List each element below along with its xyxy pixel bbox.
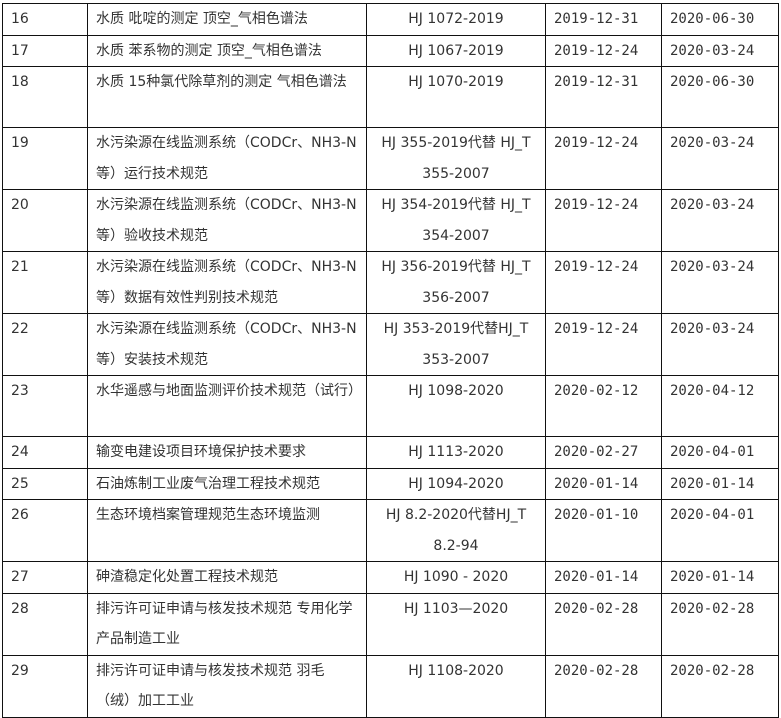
effective-date: 2020-02-28 xyxy=(661,654,779,718)
table-row: 17 水质 苯系物的测定 顶空_气相色谱法 HJ 1067-2019 2019-12-… xyxy=(2,34,779,67)
table-row: 21 水污染源在线监测系统（CODCr、NH3-N 等）数据有效性判别技术规范 HJ… xyxy=(2,251,779,314)
issue-date: 2020-01-10 xyxy=(545,499,662,562)
standard-name: 输变电建设项目环境保护技术要求 xyxy=(87,436,367,469)
standard-code: HJ 1072-2019 xyxy=(366,3,546,36)
standard-name: 水污染源在线监测系统（CODCr、NH3-N 等）运行技术规范 xyxy=(87,127,367,190)
standard-code: HJ 1067-2019 xyxy=(366,34,546,67)
effective-date: 2020-04-01 xyxy=(661,436,779,469)
standard-name: 水污染源在线监测系统（CODCr、NH3-N 等）数据有效性判别技术规范 xyxy=(87,251,367,314)
table-row: 22 水污染源在线监测系统（CODCr、NH3-N 等）安装技术规范 HJ 353-… xyxy=(2,313,779,376)
row-number: 23 xyxy=(2,375,88,437)
standard-code: HJ 1113-2020 xyxy=(366,436,546,469)
row-number: 17 xyxy=(2,34,88,67)
standard-name: 水质 吡啶的测定 顶空_气相色谱法 xyxy=(87,3,367,36)
issue-date: 2019-12-24 xyxy=(545,189,662,252)
table-row: 16 水质 吡啶的测定 顶空_气相色谱法 HJ 1072-2019 2019-12-3… xyxy=(2,3,779,36)
issue-date: 2020-02-27 xyxy=(545,436,662,469)
standard-code: HJ 1070-2019 xyxy=(366,66,546,128)
issue-date: 2020-01-14 xyxy=(545,467,662,500)
issue-date: 2020-02-12 xyxy=(545,375,662,437)
issue-date: 2019-12-24 xyxy=(545,313,662,376)
row-number: 27 xyxy=(2,561,88,594)
table-row: 25 石油炼制工业废气治理工程技术规范 HJ 1094-2020 2020-01-14… xyxy=(2,467,779,500)
standard-code: HJ 1090 - 2020 xyxy=(366,561,546,594)
row-number: 21 xyxy=(2,251,88,314)
effective-date: 2020-03-24 xyxy=(661,127,779,190)
issue-date: 2019-12-24 xyxy=(545,127,662,190)
standard-code: HJ 356-2019代替 HJ_T 356-2007 xyxy=(366,251,546,314)
table-row: 18 水质 15种氯代除草剂的测定 气相色谱法 HJ 1070-2019 2019-1… xyxy=(2,66,779,128)
issue-date: 2019-12-24 xyxy=(545,251,662,314)
standard-name: 水污染源在线监测系统（CODCr、NH3-N 等）安装技术规范 xyxy=(87,313,367,376)
row-number: 22 xyxy=(2,313,88,376)
standard-name: 排污许可证申请与核发技术规范 专用化学产品制造工业 xyxy=(87,592,367,656)
effective-date: 2020-04-01 xyxy=(661,499,779,562)
issue-date: 2020-02-28 xyxy=(545,592,662,656)
issue-date: 2019-12-31 xyxy=(545,66,662,128)
effective-date: 2020-01-14 xyxy=(661,561,779,594)
table-row: 29 排污许可证申请与核发技术规范 羽毛（绒）加工工业 HJ 1108-2020 20… xyxy=(2,654,779,718)
standard-name: 水质 15种氯代除草剂的测定 气相色谱法 xyxy=(87,66,367,128)
effective-date: 2020-06-30 xyxy=(661,3,779,36)
standard-name: 砷渣稳定化处置工程技术规范 xyxy=(87,561,367,594)
standard-code: HJ 1103—2020 xyxy=(366,592,546,656)
standards-table: 16 水质 吡啶的测定 顶空_气相色谱法 HJ 1072-2019 2019-12-3… xyxy=(2,3,779,718)
row-number: 25 xyxy=(2,467,88,500)
issue-date: 2019-12-24 xyxy=(545,34,662,67)
effective-date: 2020-06-30 xyxy=(661,66,779,128)
issue-date: 2020-02-28 xyxy=(545,654,662,718)
standard-code: HJ 353-2019代替HJ_T 353-2007 xyxy=(366,313,546,376)
standard-name: 生态环境档案管理规范生态环境监测 xyxy=(87,499,367,562)
standard-code: HJ 1108-2020 xyxy=(366,654,546,718)
standard-name: 水污染源在线监测系统（CODCr、NH3-N 等）验收技术规范 xyxy=(87,189,367,252)
row-number: 19 xyxy=(2,127,88,190)
effective-date: 2020-03-24 xyxy=(661,189,779,252)
issue-date: 2019-12-31 xyxy=(545,3,662,36)
standard-name: 水质 苯系物的测定 顶空_气相色谱法 xyxy=(87,34,367,67)
standard-code: HJ 1098-2020 xyxy=(366,375,546,437)
table-row: 19 水污染源在线监测系统（CODCr、NH3-N 等）运行技术规范 HJ 355-… xyxy=(2,127,779,190)
row-number: 29 xyxy=(2,654,88,718)
standard-code: HJ 1094-2020 xyxy=(366,467,546,500)
standard-code: HJ 8.2-2020代替HJ_T 8.2-94 xyxy=(366,499,546,562)
row-number: 28 xyxy=(2,592,88,656)
table-row: 28 排污许可证申请与核发技术规范 专用化学产品制造工业 HJ 1103—2020 2… xyxy=(2,592,779,656)
table-row: 26 生态环境档案管理规范生态环境监测 HJ 8.2-2020代替HJ_T 8.2-… xyxy=(2,499,779,562)
standard-code: HJ 354-2019代替 HJ_T 354-2007 xyxy=(366,189,546,252)
standard-name: 排污许可证申请与核发技术规范 羽毛（绒）加工工业 xyxy=(87,654,367,718)
standard-code: HJ 355-2019代替 HJ_T 355-2007 xyxy=(366,127,546,190)
row-number: 24 xyxy=(2,436,88,469)
effective-date: 2020-01-14 xyxy=(661,467,779,500)
table-row: 23 水华遥感与地面监测评价技术规范（试行） HJ 1098-2020 2020-02… xyxy=(2,375,779,437)
effective-date: 2020-03-24 xyxy=(661,251,779,314)
row-number: 20 xyxy=(2,189,88,252)
standard-name: 水华遥感与地面监测评价技术规范（试行） xyxy=(87,375,367,437)
row-number: 18 xyxy=(2,66,88,128)
row-number: 16 xyxy=(2,3,88,36)
row-number: 26 xyxy=(2,499,88,562)
table-row: 20 水污染源在线监测系统（CODCr、NH3-N 等）验收技术规范 HJ 354-… xyxy=(2,189,779,252)
effective-date: 2020-02-28 xyxy=(661,592,779,656)
table-row: 27 砷渣稳定化处置工程技术规范 HJ 1090 - 2020 2020-01-14 2… xyxy=(2,561,779,594)
issue-date: 2020-01-14 xyxy=(545,561,662,594)
effective-date: 2020-03-24 xyxy=(661,34,779,67)
table-row: 24 输变电建设项目环境保护技术要求 HJ 1113-2020 2020-02-27 2… xyxy=(2,436,779,469)
effective-date: 2020-03-24 xyxy=(661,313,779,376)
effective-date: 2020-04-12 xyxy=(661,375,779,437)
standard-name: 石油炼制工业废气治理工程技术规范 xyxy=(87,467,367,500)
